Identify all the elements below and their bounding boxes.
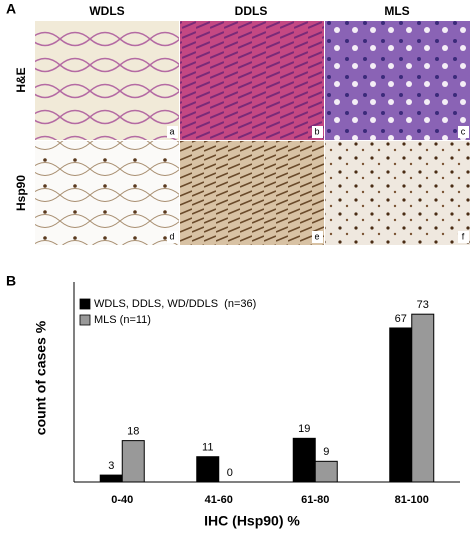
tile-letter: e (314, 231, 319, 241)
y-axis-label: count of cases % (33, 320, 49, 435)
tile-letter: f (462, 231, 465, 241)
tile-letter: a (169, 126, 174, 136)
value-label: 0 (227, 467, 233, 479)
x-tick-label: 81-100 (395, 494, 429, 506)
bar (411, 313, 435, 483)
tile-letter-box (458, 126, 469, 138)
tile-letter-box (167, 231, 178, 243)
x-tick-label: 0-40 (111, 494, 133, 506)
bar (196, 456, 220, 483)
value-label: 9 (323, 446, 329, 458)
panel-label: A (6, 1, 16, 17)
value-label: 67 (395, 313, 407, 325)
tile-letters: a b c d e f (167, 126, 469, 243)
micrograph (325, 21, 470, 140)
micrograph (325, 141, 470, 245)
x-tick-label: 41-60 (205, 494, 233, 506)
legend-swatch (79, 314, 91, 326)
micrograph (35, 141, 179, 245)
tile-letter: c (461, 126, 466, 136)
micrograph (180, 21, 324, 140)
legend-label: MLS (n=11) (94, 314, 151, 326)
value-label: 73 (417, 299, 429, 311)
legend-label: WDLS, DDLS, WD/DDLS (n=36) (94, 298, 256, 310)
row-header: Hsp90 (14, 175, 28, 211)
value-label: 18 (127, 426, 139, 438)
value-label: 3 (108, 460, 114, 472)
value-label: 19 (298, 423, 310, 435)
tile-letter: d (169, 231, 174, 241)
tile-letter-box (167, 126, 178, 138)
tile-letter: b (314, 126, 319, 136)
x-axis-label: IHC (Hsp90) % (204, 513, 300, 529)
tile-letter-box (458, 231, 469, 243)
panel-label: B (6, 273, 16, 289)
bar (99, 474, 123, 483)
column-header: MLS (384, 4, 409, 18)
micrograph (180, 141, 324, 245)
bar (389, 327, 413, 483)
bar (292, 437, 316, 483)
micrograph (35, 21, 179, 140)
value-label: 11 (202, 442, 213, 454)
tile-letter-box (312, 126, 323, 138)
bar (314, 460, 338, 483)
tile-letter-box (312, 231, 323, 243)
column-header: WDLS (89, 4, 124, 18)
micrographs (35, 21, 470, 245)
legend-swatch (79, 298, 91, 310)
x-tick-label: 61-80 (301, 494, 329, 506)
column-header: DDLS (235, 4, 268, 18)
bar (121, 440, 145, 483)
row-header: H&E (14, 67, 28, 92)
